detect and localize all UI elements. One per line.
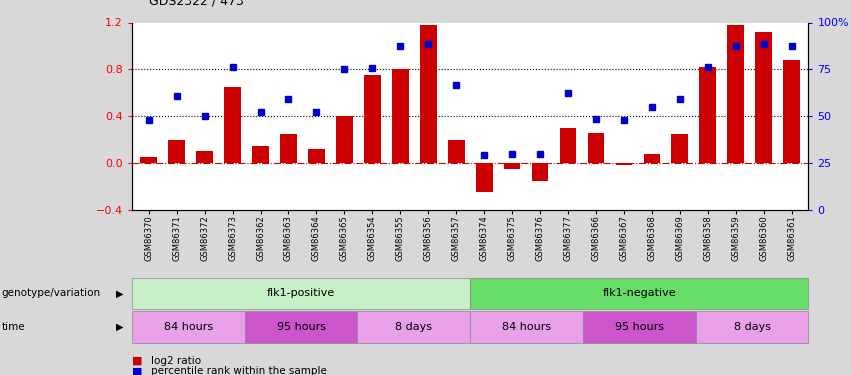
Bar — [168, 140, 185, 163]
Bar — [560, 128, 576, 163]
Text: ■: ■ — [132, 356, 146, 366]
Text: 95 hours: 95 hours — [277, 322, 326, 332]
Bar — [532, 163, 548, 181]
Text: genotype/variation: genotype/variation — [2, 288, 100, 298]
Text: flk1-negative: flk1-negative — [603, 288, 677, 298]
Bar — [420, 25, 437, 163]
Bar — [504, 163, 521, 169]
Bar — [280, 134, 297, 163]
Text: 95 hours: 95 hours — [614, 322, 664, 332]
Bar — [615, 163, 632, 165]
Text: 8 days: 8 days — [396, 322, 432, 332]
Text: flk1-positive: flk1-positive — [267, 288, 335, 298]
Text: 84 hours: 84 hours — [502, 322, 551, 332]
Text: time: time — [2, 322, 26, 332]
Text: ▶: ▶ — [116, 322, 123, 332]
Bar — [783, 60, 800, 163]
Bar — [756, 32, 772, 163]
Bar — [728, 25, 744, 163]
Text: ■: ■ — [132, 366, 146, 375]
Bar — [252, 146, 269, 163]
Bar — [308, 149, 325, 163]
Bar — [700, 67, 717, 163]
Text: percentile rank within the sample: percentile rank within the sample — [151, 366, 327, 375]
Bar — [140, 157, 157, 163]
Bar — [671, 134, 688, 163]
Bar — [643, 154, 660, 163]
Bar — [197, 152, 213, 163]
Bar — [364, 75, 380, 163]
Text: GDS2322 / 473: GDS2322 / 473 — [149, 0, 243, 8]
Bar — [392, 69, 408, 163]
Bar — [476, 163, 493, 192]
Text: ▶: ▶ — [116, 288, 123, 298]
Text: log2 ratio: log2 ratio — [151, 356, 201, 366]
Bar — [448, 140, 465, 163]
Text: 84 hours: 84 hours — [163, 322, 213, 332]
Bar — [336, 116, 353, 163]
Text: 8 days: 8 days — [734, 322, 770, 332]
Bar — [224, 87, 241, 163]
Bar — [587, 133, 604, 163]
